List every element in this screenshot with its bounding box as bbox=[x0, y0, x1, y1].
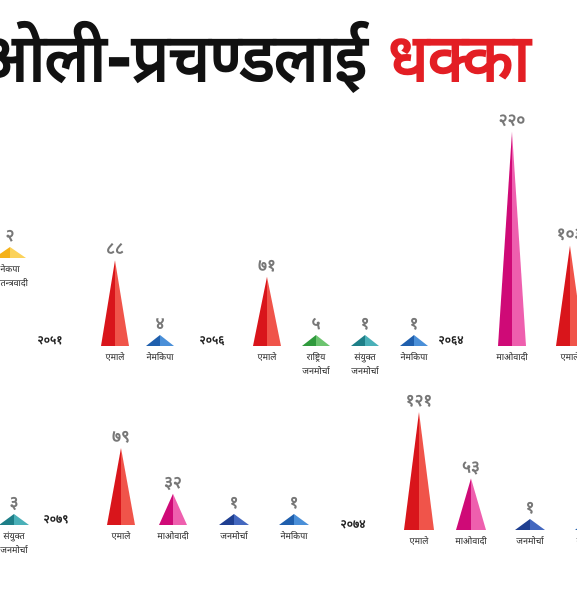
category-label: जनमोर्चा bbox=[0, 544, 28, 556]
bar-mark bbox=[0, 514, 29, 525]
data-label: २२० bbox=[499, 111, 526, 131]
bar-mark bbox=[515, 519, 545, 530]
category-label: जनमोर्चा bbox=[351, 365, 379, 377]
data-label: ३ bbox=[10, 493, 19, 513]
category-label: एमाले bbox=[561, 351, 577, 363]
bar-mark bbox=[400, 335, 428, 346]
bar-mark bbox=[219, 514, 249, 525]
bar-mark bbox=[351, 335, 379, 346]
category-label: स्वतन्त्रवादी bbox=[0, 277, 29, 289]
data-label: ३२ bbox=[164, 473, 182, 493]
bar-mark bbox=[302, 335, 330, 346]
year-label: २०७४ bbox=[341, 517, 366, 531]
bar-mark bbox=[498, 131, 526, 346]
bar-mark bbox=[404, 412, 434, 530]
bar-mark bbox=[279, 514, 309, 525]
bar-mark bbox=[107, 447, 135, 525]
category-label: माओवादी bbox=[157, 530, 189, 542]
category-label: माओवादी bbox=[455, 535, 487, 547]
data-label: १ bbox=[361, 314, 370, 334]
category-label: नेकपा bbox=[0, 263, 20, 275]
bar-mark bbox=[556, 245, 577, 346]
category-label: माओवादी bbox=[496, 351, 528, 363]
bar-mark bbox=[456, 478, 486, 530]
data-label: १ bbox=[410, 314, 419, 334]
category-label: एमाले bbox=[258, 351, 278, 363]
category-label: संयुक्त bbox=[3, 531, 25, 542]
category-label: जनमोर्चा bbox=[302, 365, 330, 377]
category-label: एमाले bbox=[112, 530, 132, 542]
data-label: १ bbox=[230, 493, 239, 513]
bar-mark bbox=[146, 335, 174, 346]
data-label: १ bbox=[526, 498, 535, 518]
bar-mark bbox=[159, 493, 187, 525]
headline-accent: धक्का bbox=[388, 20, 530, 97]
data-label: १ bbox=[290, 493, 299, 513]
headline: ओली-प्रचण्डलाई धक्का bbox=[0, 14, 530, 104]
category-label: नेमकिपा bbox=[280, 530, 308, 542]
year-label: २०५१ bbox=[38, 333, 63, 347]
data-label: ५ bbox=[312, 314, 321, 334]
category-label: संयुक्त bbox=[354, 352, 376, 363]
category-label: एमाले bbox=[410, 535, 430, 547]
bar-mark bbox=[253, 276, 281, 346]
year-label: २०५६ bbox=[200, 333, 226, 347]
bar-mark bbox=[0, 247, 26, 258]
year-label: २०७९ bbox=[44, 512, 69, 526]
data-label: ४ bbox=[156, 314, 165, 334]
data-label: २ bbox=[6, 226, 15, 246]
category-label: जनमोर्चा bbox=[516, 535, 544, 547]
bar-mark bbox=[101, 260, 129, 346]
data-label: ५३ bbox=[462, 457, 480, 477]
category-label: राष्ट्रिय bbox=[307, 351, 327, 363]
category-label: एमाले bbox=[106, 351, 126, 363]
category-label: नेमकिपा bbox=[146, 351, 174, 363]
data-label: ७९ bbox=[112, 427, 130, 447]
headline-main: ओली-प्रचण्डलाई bbox=[0, 20, 367, 97]
category-label: जनमोर्चा bbox=[220, 530, 248, 542]
data-label: ७१ bbox=[258, 256, 276, 276]
category-label: नेमकिपा bbox=[400, 351, 428, 363]
year-label: २०६४ bbox=[439, 333, 464, 347]
data-label: १२१ bbox=[406, 391, 433, 411]
data-label: ८८ bbox=[106, 239, 124, 259]
data-label: १०३ bbox=[557, 225, 577, 245]
